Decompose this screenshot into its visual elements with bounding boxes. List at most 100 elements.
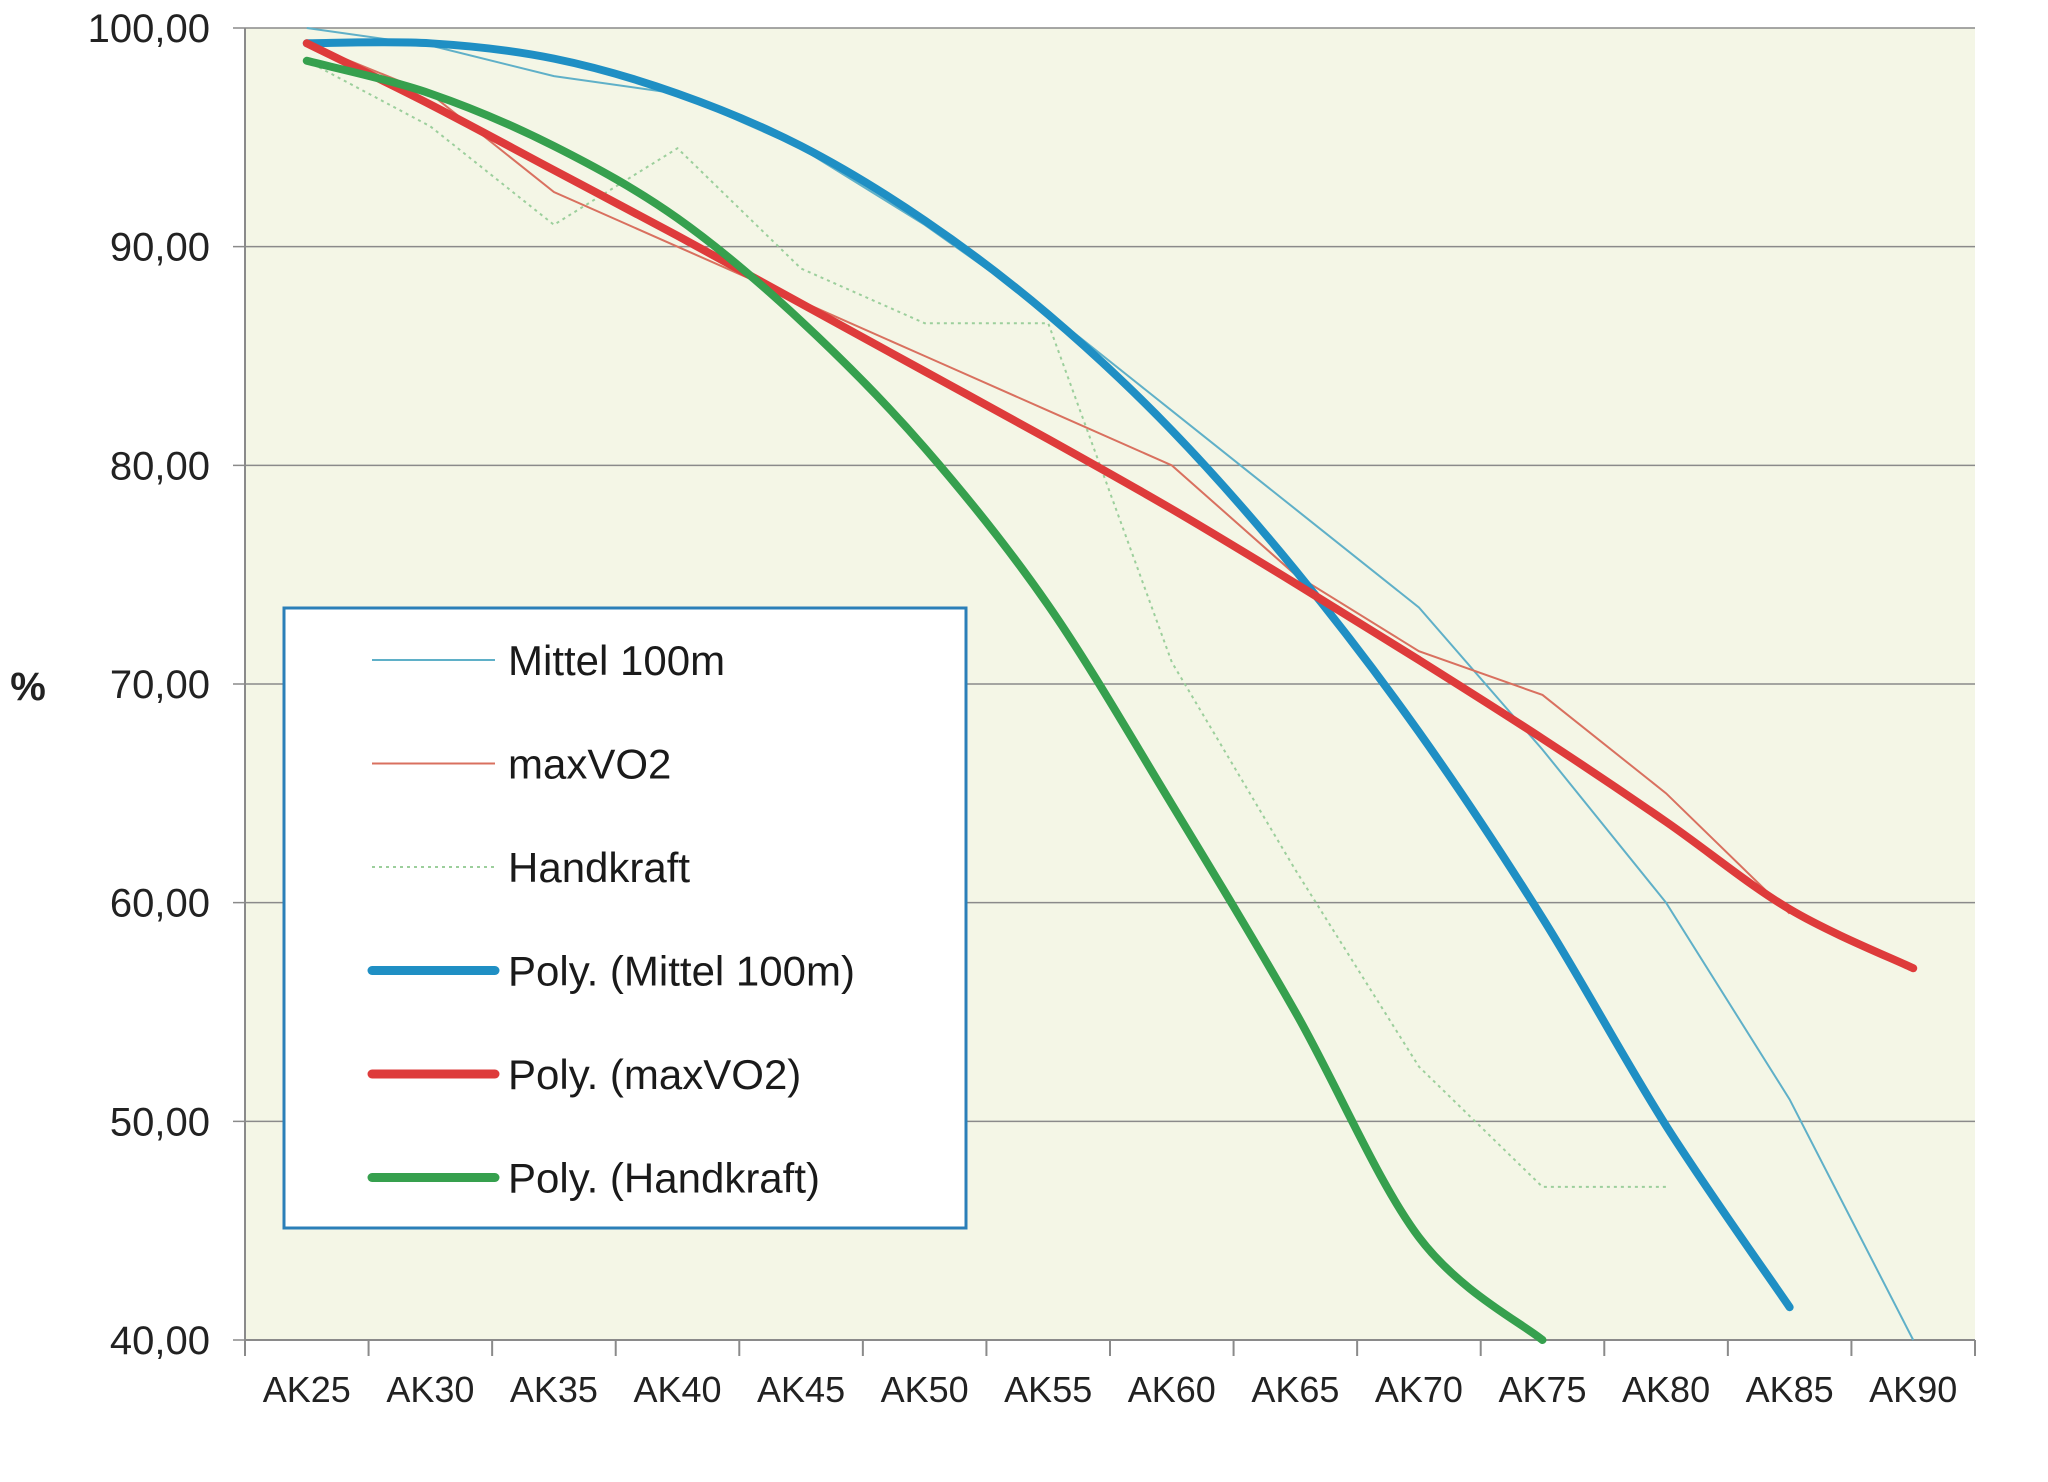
series-layer xyxy=(302,26,1918,1344)
axes xyxy=(244,28,1976,1356)
series-line xyxy=(306,27,1915,1341)
data-point xyxy=(1664,820,1668,824)
data-point xyxy=(1788,1097,1792,1101)
data-point xyxy=(305,59,309,63)
data-point xyxy=(552,223,556,227)
legend-entry: Poly. (maxVO2) xyxy=(367,1051,801,1098)
data-point xyxy=(1911,966,1915,970)
data-point xyxy=(305,41,309,45)
series-poly-mittel-100m xyxy=(302,38,1794,1312)
data-point xyxy=(1293,1010,1297,1014)
data-point xyxy=(676,216,680,220)
series-handkraft xyxy=(306,59,1668,1189)
y-tick-label: 60,00 xyxy=(110,882,210,926)
legend-label: Handkraft xyxy=(508,844,690,891)
data-point xyxy=(1046,312,1050,316)
x-tick-label: AK40 xyxy=(633,1369,721,1410)
series-maxvo2 xyxy=(306,42,1791,915)
data-point xyxy=(1788,1305,1792,1309)
y-tick-labels: 40,00 50,00 60,00 70,00 80,00 90,00 100,00 xyxy=(88,7,210,1363)
data-point xyxy=(1541,737,1545,741)
x-tick-labels: AK25 AK30 AK35 AK40 AK45 AK50 AK55 AK60 AK65 AK70… xyxy=(263,1369,1958,1410)
data-point xyxy=(1417,658,1421,662)
data-point xyxy=(1664,1185,1668,1189)
legend-entry: Handkraft xyxy=(372,844,690,891)
data-point xyxy=(1541,1338,1545,1342)
y-axis-label: % xyxy=(10,665,46,709)
x-tick-label: AK35 xyxy=(510,1369,598,1410)
series-line xyxy=(302,39,1918,973)
data-point xyxy=(1293,581,1297,585)
legend: Mittel 100m maxVO2 Handkraft Poly. (Mittel … xyxy=(282,606,968,1230)
data-point xyxy=(676,92,680,96)
data-point xyxy=(1417,1235,1421,1239)
x-tick-label: AK80 xyxy=(1622,1369,1710,1410)
data-point xyxy=(428,124,432,128)
series-poly-handkraft xyxy=(302,56,1547,1344)
data-point xyxy=(552,144,556,148)
legend-entry: maxVO2 xyxy=(372,741,671,788)
data-point xyxy=(428,103,432,107)
data-point xyxy=(1170,507,1174,511)
legend-label: Poly. (Handkraft) xyxy=(508,1155,820,1202)
series-line xyxy=(302,38,1794,1312)
x-tick-label: AK30 xyxy=(386,1369,474,1410)
data-point xyxy=(428,41,432,45)
data-point xyxy=(1046,437,1050,441)
data-point xyxy=(923,321,927,325)
data-point xyxy=(1417,730,1421,734)
data-point xyxy=(1664,1124,1668,1128)
data-point xyxy=(1170,463,1174,467)
data-point xyxy=(1417,649,1421,653)
y-tick-label: 80,00 xyxy=(110,444,210,488)
x-tick-label: AK25 xyxy=(263,1369,351,1410)
x-tick-label: AK90 xyxy=(1869,1369,1957,1410)
data-point xyxy=(923,354,927,358)
legend-label: Mittel 100m xyxy=(508,637,725,684)
data-point xyxy=(1541,748,1545,752)
y-tick-label: 70,00 xyxy=(110,663,210,707)
x-tick-label: AK75 xyxy=(1498,1369,1586,1410)
legend-label: Poly. (Mittel 100m) xyxy=(508,948,855,995)
data-point xyxy=(1046,321,1050,325)
data-point xyxy=(923,218,927,222)
data-point xyxy=(1170,802,1174,806)
data-point xyxy=(676,245,680,249)
data-point xyxy=(1293,868,1297,872)
y-tick-label: 100,00 xyxy=(88,7,210,51)
data-point xyxy=(552,74,556,78)
data-point xyxy=(1170,660,1174,664)
data-point xyxy=(305,26,309,30)
data-point xyxy=(923,446,927,450)
data-point xyxy=(1046,603,1050,607)
y-tick-label: 50,00 xyxy=(110,1100,210,1144)
data-point xyxy=(799,302,803,306)
data-point xyxy=(799,144,803,148)
legend-label: maxVO2 xyxy=(508,741,671,788)
legend-entry: Poly. (Handkraft) xyxy=(367,1155,820,1202)
series-line xyxy=(306,59,1667,1188)
data-point xyxy=(1911,1338,1915,1342)
data-point xyxy=(1788,907,1792,911)
data-point xyxy=(1541,693,1545,697)
x-tick-label: AK50 xyxy=(881,1369,969,1410)
data-point xyxy=(1417,1065,1421,1069)
data-point xyxy=(1664,791,1668,795)
data-point xyxy=(676,234,680,238)
x-tick-label: AK55 xyxy=(1004,1369,1092,1410)
y-tick-label: 40,00 xyxy=(110,1319,210,1363)
data-point xyxy=(1541,1185,1545,1189)
data-point xyxy=(428,92,432,96)
series-line xyxy=(302,56,1547,1344)
data-point xyxy=(1046,409,1050,413)
legend-box xyxy=(282,606,968,1230)
data-point xyxy=(552,57,556,61)
data-point xyxy=(1664,901,1668,905)
legend-entry: Mittel 100m xyxy=(372,637,725,684)
data-point xyxy=(799,319,803,323)
series-mittel-100m xyxy=(305,26,1915,1342)
series-line xyxy=(306,42,1791,915)
data-point xyxy=(552,190,556,194)
data-point xyxy=(552,168,556,172)
